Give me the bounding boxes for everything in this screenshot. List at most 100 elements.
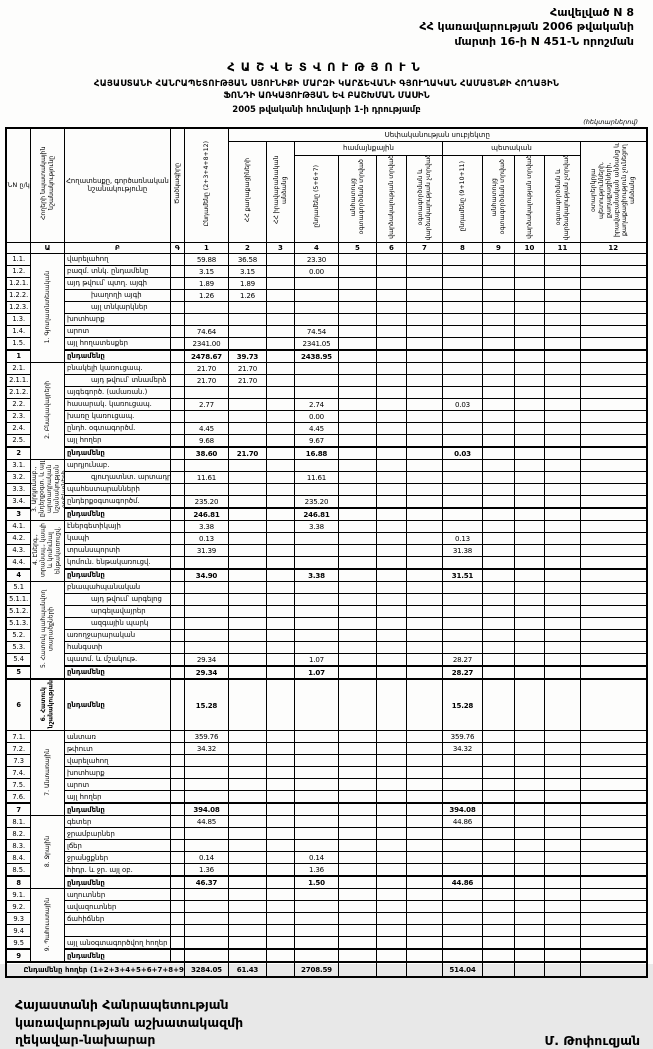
table-row: 5.1.1. այդ թվում՝ արգելոց bbox=[5, 592, 648, 606]
row-label: խաղողի այգի bbox=[63, 288, 171, 302]
value-cell: 1.26 bbox=[227, 288, 267, 302]
row-number: 7.6. bbox=[5, 790, 31, 804]
signature-footer: Հայաստանի Հանրապետության կառավարության ա… bbox=[5, 996, 648, 1049]
value-cell bbox=[227, 875, 267, 890]
value-cell bbox=[405, 433, 443, 448]
value-cell bbox=[227, 421, 267, 435]
row-label: ավազուտներ bbox=[63, 900, 171, 914]
value-cell bbox=[227, 912, 267, 926]
value-cell bbox=[543, 863, 581, 877]
value-cell bbox=[227, 802, 267, 817]
value-cell bbox=[337, 936, 377, 950]
value-cell bbox=[405, 361, 443, 375]
value-cell bbox=[405, 300, 443, 314]
value-cell: 16.88 bbox=[293, 445, 339, 460]
value-cell bbox=[405, 348, 443, 363]
value-cell bbox=[579, 482, 648, 496]
value-cell bbox=[375, 361, 407, 375]
value-cell bbox=[375, 348, 407, 363]
value-cell bbox=[265, 252, 295, 266]
value-cell bbox=[481, 397, 515, 411]
value-cell bbox=[265, 543, 295, 557]
value-cell bbox=[481, 543, 515, 557]
row-number: 9.2. bbox=[5, 900, 31, 914]
value-cell bbox=[265, 458, 295, 472]
value-cell bbox=[543, 567, 581, 582]
value-cell bbox=[543, 531, 581, 545]
value-cell bbox=[513, 543, 545, 557]
table-row: 9 ընդամենը bbox=[5, 948, 648, 963]
row-label: այգեգործ. (ամառան.) bbox=[63, 385, 171, 399]
code-cell bbox=[169, 494, 185, 509]
land-category-text: 6. Հատուկ նշանակության bbox=[39, 679, 55, 729]
value-cell bbox=[405, 324, 443, 338]
column-letter: 12 bbox=[579, 241, 648, 254]
value-cell bbox=[481, 433, 515, 448]
value-cell bbox=[579, 494, 648, 509]
value-cell bbox=[227, 531, 267, 545]
table-row: 5.1.3. ազգային պարկ bbox=[5, 616, 648, 630]
value-cell bbox=[405, 961, 443, 979]
value-cell: 9.68 bbox=[183, 433, 229, 448]
value-cell bbox=[375, 373, 407, 387]
value-cell bbox=[227, 827, 267, 841]
value-cell: 514.04 bbox=[441, 961, 483, 979]
value-cell bbox=[227, 409, 267, 423]
value-cell bbox=[543, 948, 581, 963]
value-cell bbox=[293, 592, 339, 606]
value-cell bbox=[405, 754, 443, 768]
value-cell bbox=[579, 385, 648, 399]
value-cell bbox=[405, 851, 443, 865]
value-cell bbox=[183, 827, 229, 841]
value-cell: 3.38 bbox=[293, 519, 339, 533]
table-row: 8.4. ջրանցքներ 0.14 0.14 bbox=[5, 851, 648, 865]
value-cell bbox=[579, 519, 648, 533]
table-row: 2.4. ընդհ. օգտագործմ. 4.45 4.45 bbox=[5, 421, 648, 435]
value-cell bbox=[441, 312, 483, 326]
value-cell bbox=[405, 730, 443, 744]
value-cell: 3.15 bbox=[227, 264, 267, 278]
row-number: 3 bbox=[5, 506, 31, 521]
value-cell bbox=[375, 912, 407, 926]
value-cell: 2.77 bbox=[183, 397, 229, 411]
value-cell bbox=[265, 264, 295, 278]
value-cell bbox=[337, 677, 377, 732]
value-cell bbox=[441, 506, 483, 521]
row-number: 9.5 bbox=[5, 936, 31, 950]
row-number: 2.1. bbox=[5, 361, 31, 375]
value-cell bbox=[227, 543, 267, 557]
value-cell bbox=[265, 742, 295, 756]
value-cell bbox=[513, 936, 545, 950]
value-cell bbox=[441, 288, 483, 302]
value-cell bbox=[513, 458, 545, 472]
value-cell bbox=[375, 815, 407, 829]
col-header-community-not-given: օգտագործման և վարձակալության չտրված bbox=[405, 154, 443, 243]
value-cell bbox=[579, 252, 648, 266]
value-cell bbox=[337, 742, 377, 756]
value-cell: 2438.95 bbox=[293, 348, 339, 363]
value-cell bbox=[227, 640, 267, 654]
table-row: 1.5. այլ հողատեսքեր 2341.00 2341.05 bbox=[5, 336, 648, 351]
table-row: 7.6. այլ հողեր bbox=[5, 790, 648, 804]
value-cell bbox=[579, 664, 648, 680]
value-cell bbox=[265, 900, 295, 914]
value-cell bbox=[513, 924, 545, 938]
value-cell: 1.89 bbox=[227, 276, 267, 290]
value-cell bbox=[293, 604, 339, 618]
value-cell: 44.85 bbox=[183, 815, 229, 829]
land-balance-table: ՆN ը/կ Հողերի նպատակային նշանակությունը … bbox=[5, 126, 648, 979]
value-cell bbox=[513, 802, 545, 817]
value-cell bbox=[513, 276, 545, 290]
value-cell bbox=[405, 875, 443, 890]
value-cell bbox=[183, 778, 229, 792]
value-cell bbox=[293, 815, 339, 829]
value-cell bbox=[337, 924, 377, 938]
value-cell bbox=[441, 851, 483, 865]
value-cell bbox=[337, 312, 377, 326]
value-cell bbox=[227, 815, 267, 829]
row-number: 7.1. bbox=[5, 730, 31, 744]
value-cell: 11.61 bbox=[183, 470, 229, 484]
value-cell bbox=[481, 373, 515, 387]
value-cell bbox=[227, 888, 267, 902]
table-row: 9.3 ճահիճներ bbox=[5, 912, 648, 926]
